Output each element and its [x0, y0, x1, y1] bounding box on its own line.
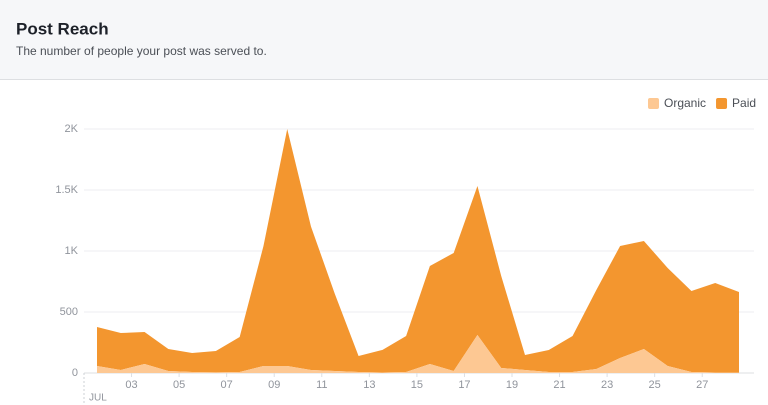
header-bg [0, 0, 768, 79]
panel-title: Post Reach [16, 19, 109, 38]
legend-swatch [648, 98, 659, 109]
legend-swatch [716, 98, 728, 109]
x-tick-label: 15 [411, 379, 423, 391]
x-tick-label: 19 [506, 379, 518, 391]
x-tick-label: 23 [601, 379, 613, 391]
x-tick-label: 03 [125, 379, 137, 391]
panel-subtitle: The number of people your post was serve… [16, 44, 267, 58]
area [97, 129, 739, 373]
x-tick-label: 25 [649, 379, 661, 391]
x-tick-label: 05 [173, 379, 185, 391]
x-tick-label: 17 [458, 379, 470, 391]
legend-label: Paid [732, 96, 756, 110]
x-tick-label: 27 [696, 379, 708, 391]
y-tick-label: 1K [65, 245, 79, 257]
y-tick-label: 500 [60, 306, 78, 318]
period-label: JUL [89, 393, 107, 404]
y-tick-label: 0 [72, 367, 78, 379]
y-tick-label: 2K [65, 123, 79, 135]
legend-label: Organic [664, 96, 706, 110]
x-tick-label: 21 [553, 379, 565, 391]
x-tick-label: 13 [363, 379, 375, 391]
area [97, 335, 739, 373]
x-tick-label: 09 [268, 379, 280, 391]
plot: 0 500 1K 1.5K 2K 03 05 07 09 11 13 15 17 19 21 23 25 27 JU… [55, 96, 756, 405]
y-tick-label: 1.5K [55, 184, 78, 196]
x-tick-label: 11 [316, 379, 327, 391]
x-tick-label: 07 [221, 379, 233, 391]
